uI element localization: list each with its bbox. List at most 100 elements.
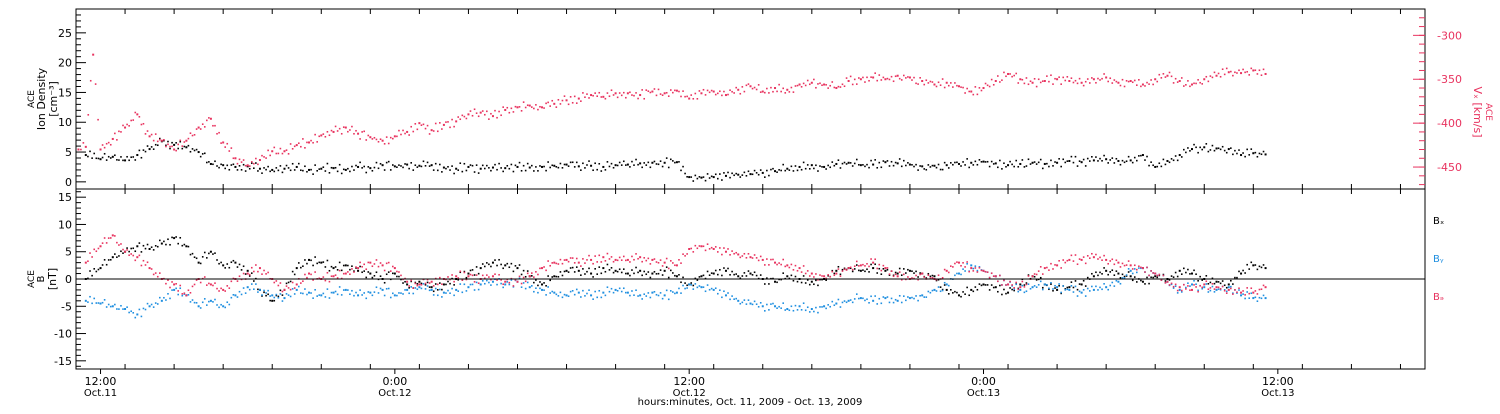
bz-point <box>723 247 725 249</box>
bz-point <box>189 291 192 294</box>
bz-point <box>232 277 235 280</box>
ion-density-point <box>1021 159 1024 161</box>
by-point <box>1190 283 1193 286</box>
ion-density-point <box>1064 161 1067 164</box>
bz-point <box>808 275 811 277</box>
bx-point <box>714 269 717 272</box>
ion-density-point <box>134 159 137 161</box>
bz-point <box>136 256 139 259</box>
bx-point <box>537 284 539 287</box>
ion-density-point <box>1025 165 1028 167</box>
ion-density-point <box>1203 146 1206 149</box>
ion-density-point <box>306 170 308 173</box>
bx-point <box>825 279 827 282</box>
bz-point <box>604 260 607 262</box>
vx-point <box>387 142 390 145</box>
bx-point <box>434 283 437 285</box>
vx-point <box>792 91 795 93</box>
vx-point <box>935 85 938 88</box>
ion-density-point <box>230 164 233 166</box>
x-axis-title: hours:minutes, Oct. 11, 2009 - Oct. 13, … <box>638 397 863 408</box>
vx-point <box>565 99 568 102</box>
bx-point <box>616 270 619 273</box>
by-point <box>293 293 296 295</box>
bz-point <box>222 288 225 291</box>
vx-point <box>261 154 263 157</box>
vx-point <box>1068 80 1071 82</box>
vx-point <box>675 89 678 92</box>
bx-point <box>790 274 793 277</box>
bx-point <box>396 275 398 278</box>
ion-density-point <box>494 163 496 166</box>
ion-density-point <box>1111 157 1114 159</box>
vx-point <box>739 92 742 95</box>
vx-point <box>592 94 594 97</box>
ion-density-point <box>1205 143 1208 145</box>
bx-point <box>1248 268 1251 270</box>
ion-density-point <box>1080 161 1083 164</box>
vx-point <box>152 139 155 142</box>
ion-density-point <box>896 162 899 165</box>
bx-point <box>1123 275 1126 278</box>
bz-point <box>1054 264 1056 266</box>
bx-point <box>894 271 897 274</box>
ion-density-point <box>1250 148 1253 150</box>
vx-point <box>201 123 204 125</box>
by-point <box>310 292 312 294</box>
bx-point <box>802 275 805 277</box>
bx-point <box>835 269 838 272</box>
ion-density-point <box>457 169 460 171</box>
ion-density-point <box>925 168 928 171</box>
ion-density-point <box>150 146 153 148</box>
bz-point <box>698 245 701 247</box>
vx-point <box>649 91 652 94</box>
vx-point <box>919 77 921 79</box>
vx-point <box>941 78 944 80</box>
by-point <box>1209 289 1212 292</box>
ion-density-point <box>631 160 633 163</box>
by-point <box>314 288 316 291</box>
bx-point <box>553 275 556 278</box>
bz-point <box>884 267 887 270</box>
ion-density-point <box>140 156 143 159</box>
bx-point <box>1201 279 1204 281</box>
bx-point <box>1215 280 1218 283</box>
vx-point <box>892 80 895 83</box>
bz-point <box>1003 279 1005 282</box>
bz-point <box>275 280 278 282</box>
vx-point <box>530 106 533 108</box>
by-point <box>772 302 774 305</box>
bx-point <box>1070 281 1073 283</box>
ion-density-point <box>367 166 370 168</box>
by-point <box>702 286 705 288</box>
bx-point <box>1027 274 1030 276</box>
bz-point <box>389 270 392 272</box>
bz-point <box>95 250 98 253</box>
bz-point <box>287 287 290 289</box>
vx-point <box>1264 72 1267 75</box>
by-point <box>868 301 870 304</box>
by-point <box>1225 290 1228 293</box>
bz-point <box>557 263 560 265</box>
bx-point <box>1140 279 1142 282</box>
ion-density-point <box>363 165 365 168</box>
vx-point <box>361 131 363 133</box>
bx-point <box>937 278 940 281</box>
ion-density-point <box>179 140 182 143</box>
ion-density-point <box>1166 159 1169 162</box>
bx-point <box>193 256 196 258</box>
bx-point <box>759 274 762 276</box>
bz-point <box>600 261 603 263</box>
ion-density-point <box>371 169 374 172</box>
bz-point <box>1117 261 1120 264</box>
vx-point <box>508 111 511 114</box>
ion-density-point <box>255 162 257 164</box>
ion-density-point <box>849 162 852 164</box>
ion-density-point <box>144 150 147 153</box>
vx-point <box>277 152 280 155</box>
by-point <box>675 291 678 294</box>
bz-point <box>992 275 995 277</box>
bx-point <box>931 274 934 277</box>
bx-point <box>473 274 476 276</box>
ion-density-point <box>369 167 372 170</box>
